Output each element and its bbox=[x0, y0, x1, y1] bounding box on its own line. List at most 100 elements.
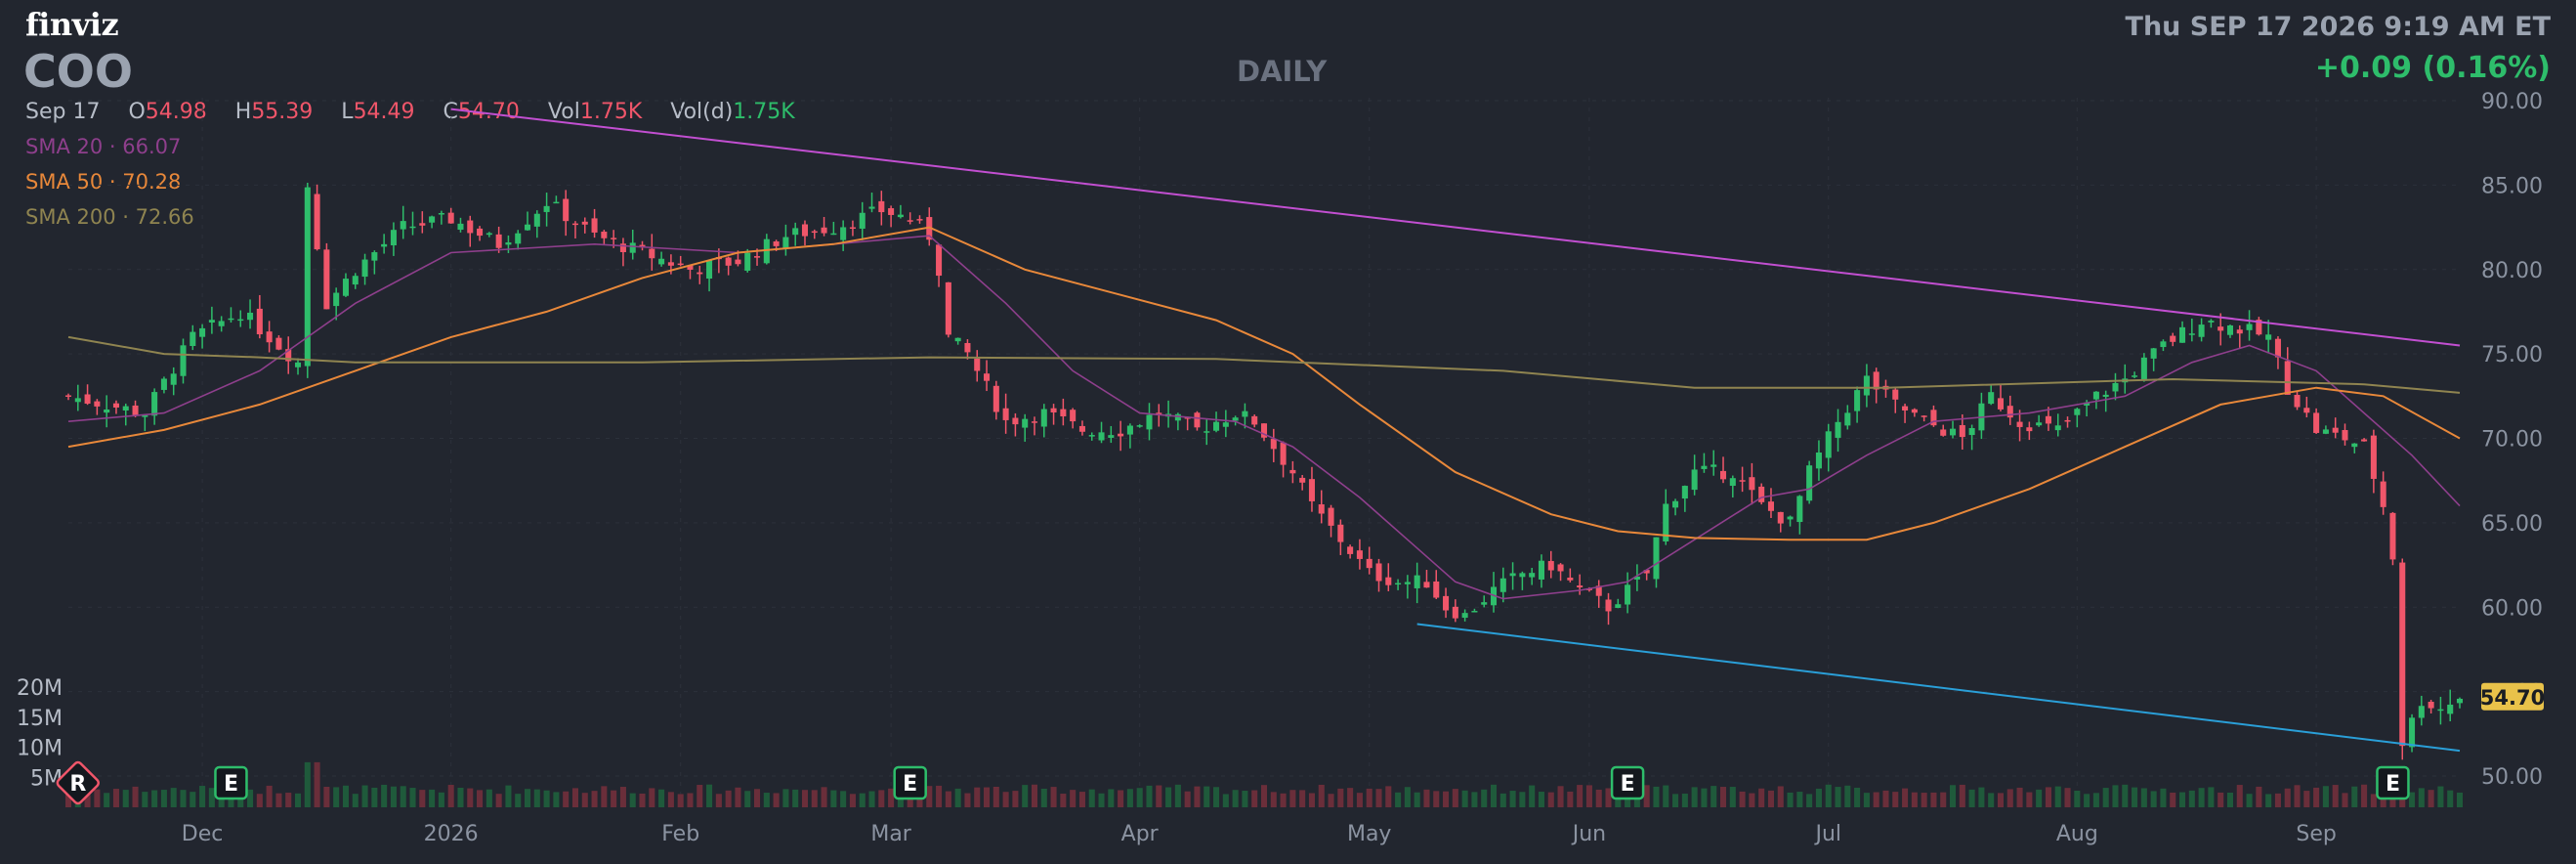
candle-body bbox=[2351, 443, 2358, 448]
volume-bar bbox=[1777, 786, 1784, 807]
candle-body bbox=[2170, 335, 2176, 342]
volume-bar bbox=[649, 788, 655, 807]
candle-body bbox=[1260, 423, 1268, 438]
volume-bar bbox=[1060, 794, 1067, 807]
candle-body bbox=[1404, 582, 1411, 584]
candle-body bbox=[94, 401, 101, 407]
sma-200-legend[interactable]: SMA 200 · 72.66 bbox=[25, 205, 194, 229]
candle-body bbox=[581, 221, 588, 225]
r-event-badge bbox=[56, 760, 101, 805]
volume-bar bbox=[954, 788, 961, 807]
volume-bar bbox=[2418, 788, 2425, 807]
volume-axis-label: 20M bbox=[17, 676, 63, 701]
candle-body bbox=[1031, 421, 1038, 423]
candle-body bbox=[1911, 409, 1918, 413]
sma-20-legend[interactable]: SMA 20 · 66.07 bbox=[25, 135, 182, 158]
last-price-label: 54.70 bbox=[2480, 686, 2545, 710]
volume-bar bbox=[2122, 784, 2129, 807]
volume-bar bbox=[1347, 788, 1354, 807]
volume-bar bbox=[2256, 786, 2262, 807]
volume-bar bbox=[553, 792, 560, 807]
volume-bar bbox=[142, 792, 148, 807]
candle-body bbox=[677, 263, 684, 266]
volume-bar bbox=[2274, 793, 2281, 807]
volume-bar bbox=[1940, 792, 1947, 807]
volume-bar bbox=[1806, 794, 1813, 807]
volume-bar bbox=[2074, 790, 2081, 807]
time-axis-label: 2026 bbox=[424, 822, 479, 846]
volume-bar bbox=[563, 791, 570, 807]
candle-body bbox=[1701, 465, 1708, 469]
volume-bar bbox=[170, 788, 177, 807]
volume-bar bbox=[2140, 788, 2147, 807]
volume-bar bbox=[2084, 794, 2090, 807]
candle-body bbox=[1863, 375, 1870, 396]
candle-body bbox=[180, 345, 187, 376]
candle-body bbox=[333, 292, 340, 307]
candle-body bbox=[495, 234, 502, 248]
volume-bar bbox=[1921, 793, 1927, 807]
candle-body bbox=[1433, 581, 1440, 598]
candle-body bbox=[2256, 320, 2262, 335]
volume-bar bbox=[2208, 787, 2215, 807]
volume-bar bbox=[2294, 785, 2301, 807]
candle-body bbox=[1204, 431, 1210, 433]
candle-body bbox=[1930, 410, 1937, 426]
candle-body bbox=[868, 206, 875, 209]
candle-body bbox=[2102, 394, 2109, 397]
volume-bar bbox=[629, 793, 636, 807]
candle-body bbox=[2140, 357, 2147, 381]
volume-bar bbox=[591, 791, 598, 807]
candle-body bbox=[1289, 469, 1296, 474]
volume-bar bbox=[208, 788, 215, 807]
volume-bar bbox=[2351, 786, 2358, 807]
sma-50-legend[interactable]: SMA 50 · 70.28 bbox=[25, 170, 182, 194]
volume-bar bbox=[735, 787, 741, 807]
candle-body bbox=[2342, 430, 2348, 441]
volume-bar bbox=[677, 794, 684, 807]
volume-bar bbox=[505, 785, 512, 807]
volume-bar bbox=[1950, 785, 1957, 807]
timeframe-label[interactable]: DAILY bbox=[1237, 55, 1328, 88]
volume-bar bbox=[2006, 789, 2013, 807]
candle-body bbox=[1098, 432, 1105, 441]
volume-bar bbox=[697, 785, 703, 807]
candle-body bbox=[1136, 425, 1143, 427]
volume-bar bbox=[658, 789, 665, 807]
volume-bar bbox=[1663, 785, 1669, 807]
candle-body bbox=[1385, 577, 1392, 585]
candle-body bbox=[2092, 391, 2099, 400]
candle-body bbox=[2160, 341, 2167, 348]
ohlc-date: Sep 17 bbox=[25, 100, 101, 124]
volume-bar bbox=[964, 793, 971, 807]
volume-bar bbox=[581, 793, 588, 807]
volume-bar bbox=[2054, 786, 2061, 807]
volume-bar bbox=[1040, 788, 1047, 807]
candle-body bbox=[2132, 375, 2138, 377]
candle-body bbox=[1146, 414, 1153, 430]
candle-body bbox=[381, 243, 388, 247]
price-axis-label: 90.00 bbox=[2481, 90, 2543, 114]
volume-bar bbox=[1118, 790, 1124, 807]
volume-bar bbox=[1577, 785, 1584, 807]
candle-body bbox=[1318, 504, 1325, 514]
volume-bar bbox=[1605, 788, 1612, 807]
r-event-label: R bbox=[69, 772, 86, 797]
candle-body bbox=[342, 279, 349, 296]
candle-body bbox=[563, 198, 570, 222]
candle-body bbox=[1988, 392, 1995, 405]
volume-bar bbox=[266, 785, 273, 807]
volume-bar bbox=[467, 788, 474, 807]
volume-bar bbox=[821, 787, 827, 807]
volume-bar bbox=[2016, 787, 2023, 807]
volume-bar bbox=[1815, 788, 1822, 807]
volume-bar bbox=[400, 786, 406, 807]
candle-body bbox=[190, 331, 196, 347]
candle-body bbox=[1643, 570, 1650, 574]
volume-bar bbox=[907, 794, 913, 807]
volume-bar bbox=[1423, 789, 1430, 807]
candle-body bbox=[2447, 704, 2454, 714]
candle-body bbox=[457, 223, 464, 231]
volume-bar bbox=[667, 792, 674, 807]
